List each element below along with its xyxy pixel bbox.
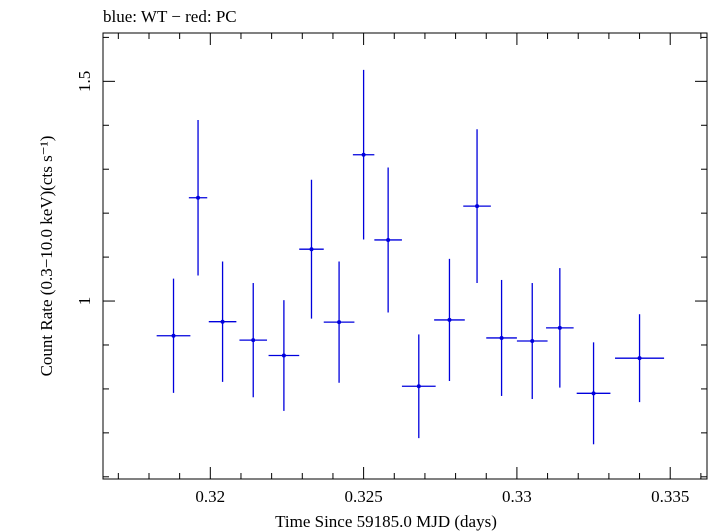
- x-tick-label: 0.32: [195, 487, 225, 506]
- x-tick-label: 0.325: [344, 487, 382, 506]
- point-marker: [309, 247, 314, 252]
- y-tick-label: 1.5: [75, 71, 94, 92]
- x-tick-label: 0.335: [651, 487, 689, 506]
- point-marker: [196, 195, 201, 200]
- point-marker: [475, 204, 480, 209]
- point-marker: [557, 325, 562, 330]
- point-marker: [530, 339, 535, 344]
- point-marker: [447, 317, 452, 322]
- axis-ticks: [103, 33, 707, 479]
- y-tick-label: 1: [75, 297, 94, 306]
- data-point: [374, 167, 402, 313]
- point-marker: [591, 391, 596, 396]
- point-marker: [499, 335, 504, 340]
- data-points: [156, 69, 665, 445]
- data-point: [401, 334, 436, 439]
- data-point: [576, 342, 611, 445]
- data-point: [156, 278, 191, 393]
- plot-frame: [102, 32, 708, 480]
- data-point: [516, 283, 548, 400]
- point-marker: [251, 338, 256, 343]
- point-marker: [171, 333, 176, 338]
- data-point: [546, 268, 574, 388]
- data-point: [188, 120, 208, 276]
- point-marker: [220, 319, 225, 324]
- data-point: [434, 258, 465, 382]
- point-marker: [281, 353, 286, 358]
- data-point: [463, 129, 491, 284]
- data-point: [352, 69, 375, 240]
- data-point: [323, 261, 355, 383]
- data-point: [299, 179, 324, 319]
- tick-labels: 0.32 0.325 0.33 0.335 1 1.5: [75, 71, 689, 506]
- point-marker: [361, 152, 366, 157]
- data-point: [268, 300, 300, 411]
- data-point: [239, 283, 268, 398]
- point-marker: [416, 384, 421, 389]
- point-marker: [637, 356, 642, 361]
- x-tick-label: 0.33: [502, 487, 532, 506]
- chart-title: blue: WT − red: PC: [103, 7, 237, 26]
- point-marker: [337, 320, 342, 325]
- data-point: [615, 314, 665, 403]
- y-axis-label: Count Rate (0.3−10.0 keV)(cts s⁻¹): [37, 136, 56, 377]
- data-point: [208, 261, 237, 382]
- point-marker: [386, 237, 391, 242]
- data-point: [486, 279, 517, 396]
- x-axis-label: Time Since 59185.0 MJD (days): [275, 512, 497, 531]
